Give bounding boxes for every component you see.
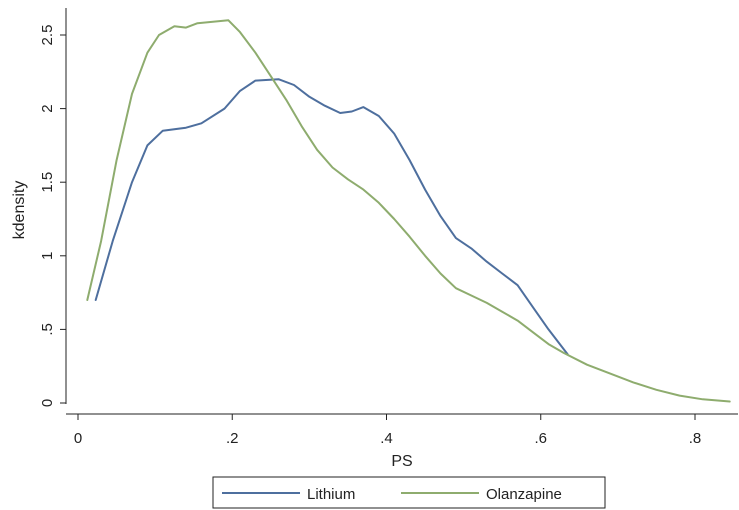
x-tick-label: .2 [226,430,239,447]
x-axis-title: PS [391,453,412,470]
legend: Lithium Olanzapine [212,476,606,509]
x-tick-label: 0 [74,430,82,447]
x-tick-label: .4 [380,430,393,447]
y-tick-label: 1 [39,252,56,260]
x-tick-label: .8 [689,430,702,447]
legend-label-olanzapine: Olanzapine [486,486,562,503]
y-tick-label: 2 [39,104,56,112]
x-ticks: 0 .2 .4 .6 .8 [74,414,701,447]
series-line-lithium [94,78,569,356]
x-tick-label: .6 [534,430,547,447]
legend-label-lithium: Lithium [307,486,355,503]
series-line-olanzapine [86,19,731,403]
series-layer [86,19,731,403]
y-tick-label: 1.5 [39,172,56,193]
y-tick-label: .5 [39,323,56,336]
y-tick-label: 2.5 [39,25,56,46]
y-ticks: 0 .5 1 1.5 2 2.5 [39,25,66,407]
y-axis-title: kdensity [11,181,28,240]
y-tick-label: 0 [39,399,56,407]
